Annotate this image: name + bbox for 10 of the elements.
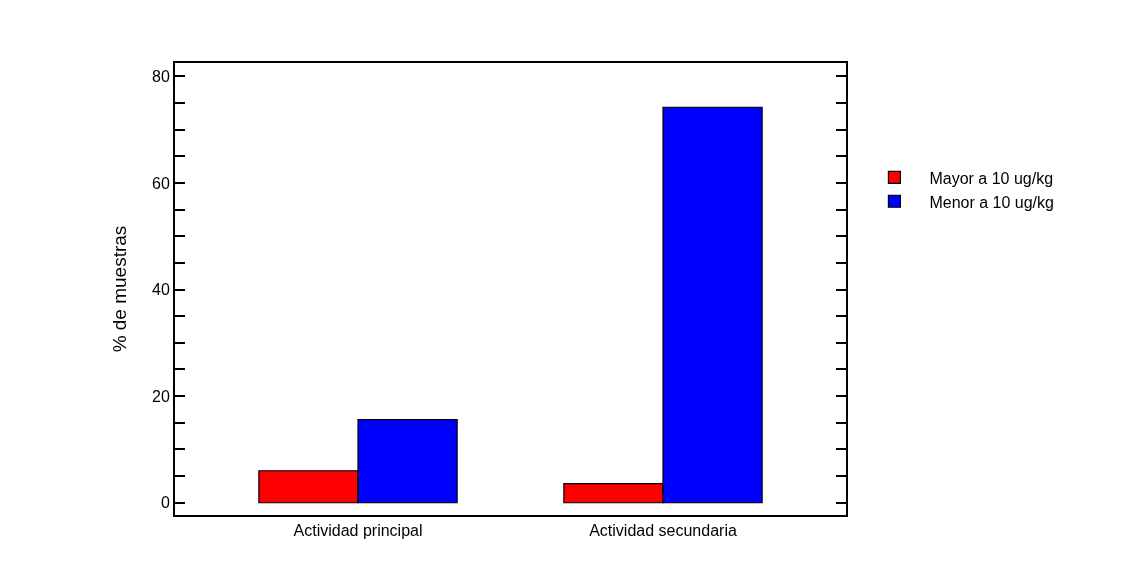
legend-label: Mayor a 10 ug/kg [929, 169, 1054, 187]
legend-label: Menor a 10 ug/kg [929, 193, 1054, 211]
x-tick-label: Actividad secundaria [589, 522, 737, 540]
y-tick-label: 20 [152, 387, 170, 405]
y-tick-label: 40 [152, 281, 170, 299]
x-tick-label: Actividad principal [293, 522, 423, 540]
y-tick-label: 0 [160, 494, 170, 512]
y-tick-label: 80 [152, 67, 170, 85]
y-tick-label: 60 [152, 174, 170, 192]
y-axis-title: % de muestras [109, 225, 131, 353]
